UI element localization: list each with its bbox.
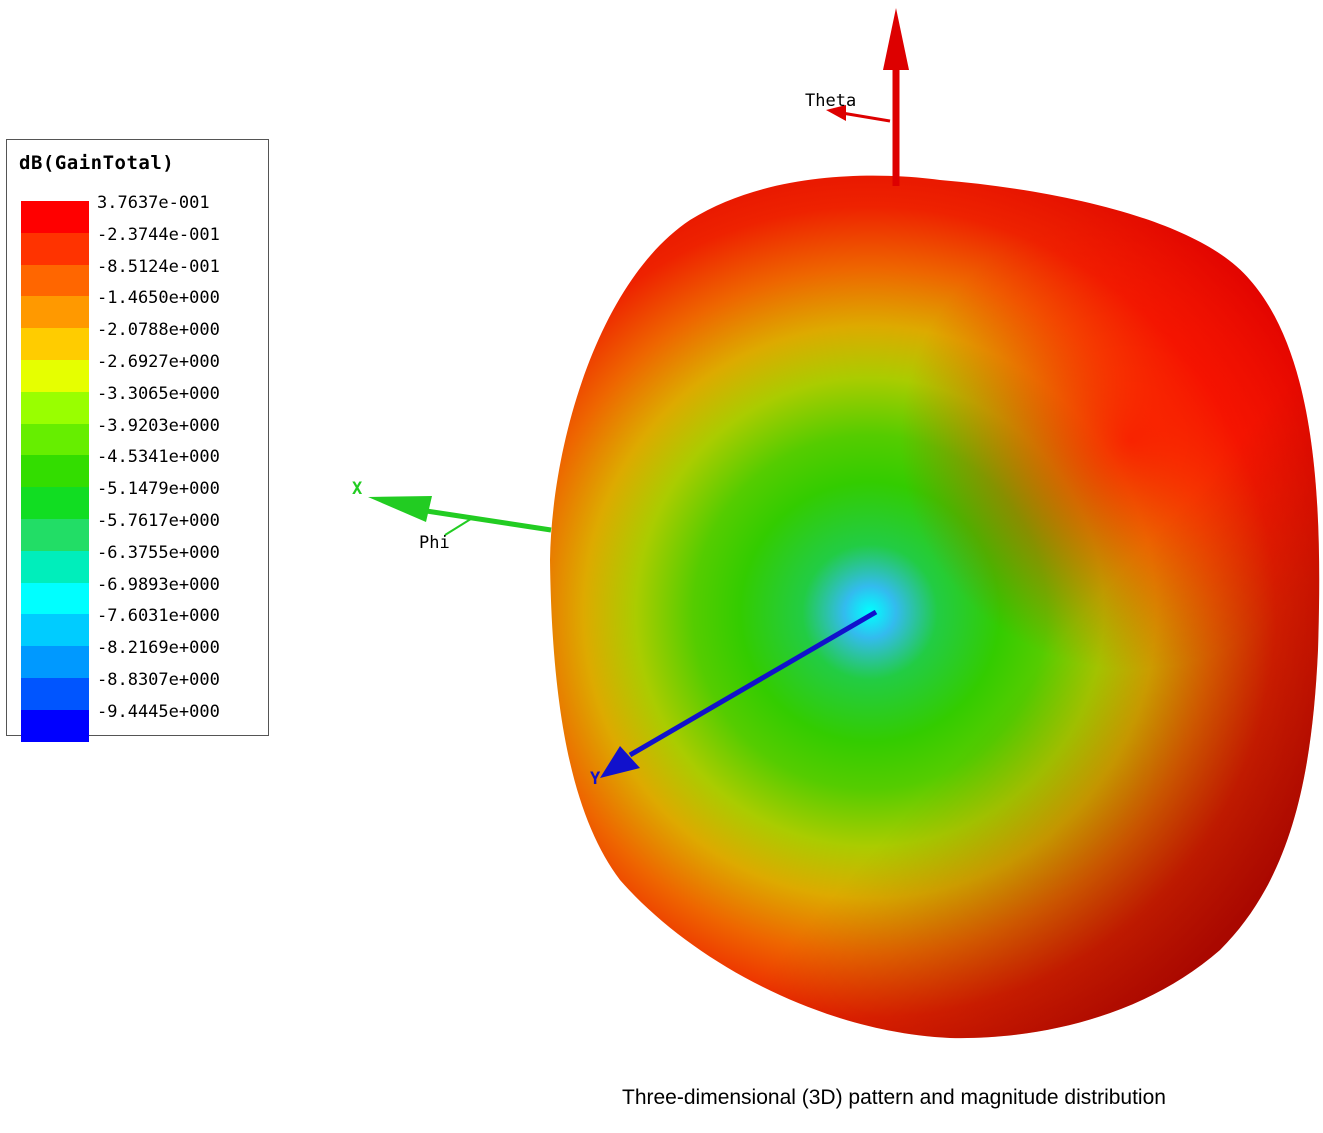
legend-swatch <box>21 709 89 742</box>
legend-tick-label: -6.9893e+000 <box>97 574 220 595</box>
legend-swatch <box>21 518 89 551</box>
legend-tick-label: -2.0788e+000 <box>97 320 220 341</box>
color-legend: dB(GainTotal) 3.7637e-001 -2.3744e-001 -8.… <box>6 139 269 742</box>
legend-tick-label: -8.5124e-001 <box>97 256 220 277</box>
legend-swatch <box>21 391 89 424</box>
legend-swatch <box>21 328 89 360</box>
legend-color-bar <box>21 201 89 742</box>
legend-tick-label: -2.3744e-001 <box>97 224 220 245</box>
legend-swatch <box>21 296 89 329</box>
legend-swatch <box>21 646 89 678</box>
phi-label: Phi <box>419 533 450 553</box>
legend-swatch <box>21 550 89 583</box>
legend-tick-label: -5.7617e+000 <box>97 510 220 531</box>
legend-title: dB(GainTotal) <box>19 152 175 174</box>
legend-tick-label: -7.6031e+000 <box>97 606 220 627</box>
y-axis-arrow <box>600 609 878 778</box>
legend-swatch <box>21 423 89 456</box>
x-axis-label: X <box>352 479 363 499</box>
legend-swatch <box>21 359 89 392</box>
theta-label: Theta <box>805 91 856 111</box>
legend-tick-labels: 3.7637e-001 -2.3744e-001 -8.5124e-001 -1.46… <box>97 188 267 729</box>
legend-swatch <box>21 232 89 265</box>
legend-swatch <box>21 677 89 710</box>
legend-swatch <box>21 582 89 615</box>
figure-caption: Three-dimensional (3D) pattern and magni… <box>622 1086 1166 1109</box>
legend-tick-label: -2.6927e+000 <box>97 351 220 372</box>
legend-swatch <box>21 614 89 647</box>
theta-arrow <box>826 105 891 123</box>
legend-tick-label: -3.9203e+000 <box>97 415 220 436</box>
y-axis-label: Y <box>590 769 601 789</box>
legend-tick-label: -9.4445e+000 <box>97 701 220 722</box>
legend-swatch <box>21 264 89 297</box>
legend-swatch <box>21 201 89 233</box>
z-axis-arrow <box>883 8 909 186</box>
legend-tick-label: -4.5341e+000 <box>97 447 220 468</box>
legend-tick-label: -8.2169e+000 <box>97 638 220 659</box>
legend-tick-label: 3.7637e-001 <box>97 193 210 213</box>
legend-tick-label: -8.8307e+000 <box>97 669 220 690</box>
lobe-shading <box>550 175 1320 1039</box>
x-axis-arrow <box>368 496 552 536</box>
legend-swatch <box>21 487 89 519</box>
legend-tick-label: -5.1479e+000 <box>97 479 220 500</box>
legend-swatch <box>21 455 89 488</box>
legend-tick-label: -1.4650e+000 <box>97 288 220 309</box>
legend-tick-label: -6.3755e+000 <box>97 542 220 563</box>
legend-tick-label: -3.3065e+000 <box>97 383 220 404</box>
